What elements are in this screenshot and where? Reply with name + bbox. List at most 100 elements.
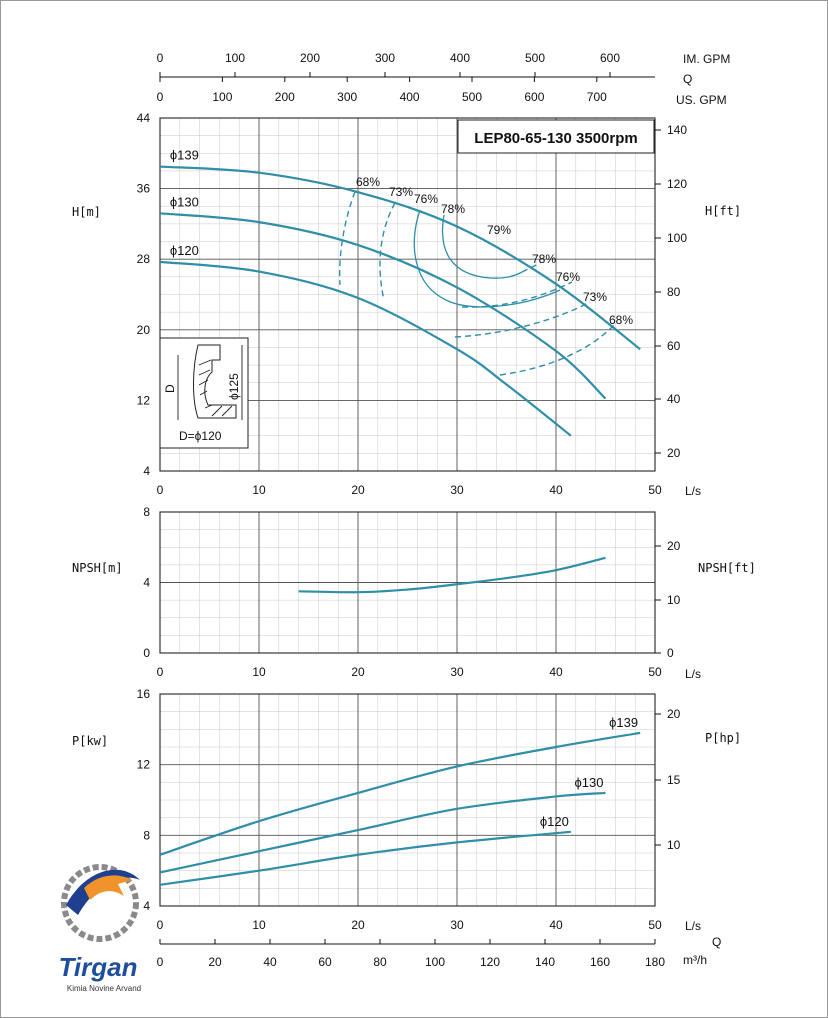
y-right-tick-label: 10 xyxy=(667,593,681,607)
head-ylabel-right: H[ft] xyxy=(705,204,741,218)
eff-label-68-right: 68% xyxy=(609,313,633,327)
x-tick-label: 20 xyxy=(351,665,365,679)
y-tick-label: 4 xyxy=(143,576,150,590)
y-tick-label: 36 xyxy=(137,182,151,196)
power-ylabel: P[kw] xyxy=(72,734,108,748)
npsh-y-ticks: 0 4 8 xyxy=(143,505,150,660)
x-tick-label: 0 xyxy=(157,483,164,497)
x-tick-label: 10 xyxy=(252,918,266,932)
power-y-ticks-right: 10 15 20 xyxy=(655,707,681,852)
y-right-tick-label: 20 xyxy=(667,707,681,721)
y-right-tick-label: 15 xyxy=(667,773,681,787)
x-tick-label: 30 xyxy=(450,665,464,679)
im-gpm-label: IM. GPM xyxy=(683,52,730,66)
m3h-label: m³/h xyxy=(683,953,707,967)
m3h-tick-label: 80 xyxy=(373,955,387,969)
tirgan-logo: Tirgan Kimia Novine Arvand xyxy=(59,864,141,993)
y-tick-label: 4 xyxy=(143,464,150,478)
top-axes: 0 100 200 300 400 500 600 0 100 200 300 400 500 600 7… xyxy=(157,51,731,107)
impeller-inset: D ϕ125 D=ϕ120 xyxy=(159,337,249,449)
eff-label-79: 79% xyxy=(487,223,511,237)
y-right-tick-label: 60 xyxy=(667,339,681,353)
x-tick-label: 40 xyxy=(549,918,563,932)
inset-label-d: D xyxy=(163,384,177,393)
im-gpm-tick-label: 400 xyxy=(450,51,470,65)
power-curves: ϕ139 ϕ130 ϕ120 xyxy=(159,715,641,886)
y-right-tick-label: 20 xyxy=(667,539,681,553)
head-panel: 4 12 20 28 36 44 20 40 60 80 100 120 140 0 10 20 30 40 5… xyxy=(72,111,741,498)
us-gpm-tick-label: 700 xyxy=(587,90,607,104)
x-tick-label: 50 xyxy=(648,665,662,679)
y-tick-label: 8 xyxy=(143,505,150,519)
us-gpm-tick-label: 200 xyxy=(275,90,295,104)
inset-caption: D=ϕ120 xyxy=(179,429,222,443)
x-tick-label: 50 xyxy=(648,918,662,932)
npsh-ylabel: NPSH[m] xyxy=(72,561,123,575)
x-tick-label: 20 xyxy=(351,483,365,497)
head-x-ticks: 0 10 20 30 40 50 xyxy=(157,483,662,497)
y-right-tick-label: 0 xyxy=(667,646,674,660)
us-gpm-tick-label: 0 xyxy=(157,90,164,104)
im-gpm-tick-label: 600 xyxy=(600,51,620,65)
y-tick-label: 12 xyxy=(137,393,151,407)
m3h-tick-label: 20 xyxy=(208,955,222,969)
logo-gear-ring xyxy=(61,864,139,942)
m3h-tick-label: 140 xyxy=(535,955,555,969)
im-gpm-ticks: 0 100 200 300 400 500 600 xyxy=(157,51,620,77)
m3h-tick-label: 0 xyxy=(157,955,164,969)
series-line-head-ϕ120 xyxy=(159,260,572,437)
x-tick-label: 0 xyxy=(157,918,164,932)
power-plot-border xyxy=(159,693,656,907)
eff-label-73-right: 73% xyxy=(583,290,607,304)
power-panel: 4 8 12 16 10 15 20 0 10 20 30 40 50 P[kw] P[hp] L/… xyxy=(72,687,741,933)
im-gpm-tick-label: 300 xyxy=(375,51,395,65)
bottom-q-label: Q xyxy=(712,935,721,949)
y-tick-label: 8 xyxy=(143,828,150,842)
us-gpm-tick-label: 500 xyxy=(462,90,482,104)
m3h-tick-label: 120 xyxy=(480,955,500,969)
head-curves: ϕ139 ϕ130 ϕ120 xyxy=(159,148,641,437)
y-tick-label: 20 xyxy=(137,323,151,337)
x-tick-label: 50 xyxy=(648,483,662,497)
m3h-tick-label: 100 xyxy=(425,955,445,969)
y-tick-label: 0 xyxy=(143,646,150,660)
series-label: ϕ139 xyxy=(170,148,199,163)
y-right-tick-label: 140 xyxy=(667,123,687,137)
npsh-x-ticks: 0 10 20 30 40 50 xyxy=(157,665,662,679)
eff-78-contour-dash xyxy=(521,261,542,273)
eff-label-68-left: 68% xyxy=(356,175,380,189)
us-gpm-ticks: 0 100 200 300 400 500 600 700 xyxy=(157,77,607,104)
head-plot-border xyxy=(159,117,656,472)
eff-label-78-right: 78% xyxy=(532,252,556,266)
eff-label-76-left: 76% xyxy=(414,192,438,206)
series-label: ϕ130 xyxy=(575,775,604,790)
npsh-grid xyxy=(159,511,656,654)
power-xlabel: L/s xyxy=(685,919,701,933)
npsh-curves xyxy=(298,556,606,594)
logo-tagline: Kimia Novine Arvand xyxy=(67,984,141,993)
eff-label-78-left: 78% xyxy=(441,202,465,216)
chart-title-box xyxy=(457,119,655,154)
y-tick-label: 44 xyxy=(137,111,151,125)
im-gpm-tick-label: 100 xyxy=(225,51,245,65)
head-ylabel: H[m] xyxy=(72,205,101,219)
logo-brand-name: Tirgan xyxy=(59,952,138,982)
y-right-tick-label: 10 xyxy=(667,838,681,852)
eff-78-contour xyxy=(441,214,523,279)
series-label: ϕ120 xyxy=(540,814,569,829)
series-line-power-ϕ139 xyxy=(159,731,641,856)
y-right-tick-label: 80 xyxy=(667,285,681,299)
x-tick-label: 10 xyxy=(252,665,266,679)
series-label: ϕ120 xyxy=(170,243,199,258)
x-tick-label: 0 xyxy=(157,665,164,679)
y-right-tick-label: 40 xyxy=(667,392,681,406)
x-tick-label: 40 xyxy=(549,665,563,679)
series-line-head-ϕ139 xyxy=(159,165,641,351)
inset-label-dia: ϕ125 xyxy=(227,373,241,400)
m3h-tick-label: 60 xyxy=(318,955,332,969)
impeller-hatching xyxy=(198,359,233,417)
y-tick-label: 4 xyxy=(143,899,150,913)
x-tick-label: 30 xyxy=(450,483,464,497)
npsh-panel: 0 4 8 0 10 20 0 10 20 30 40 50 NPSH[m] NPSH[ft] L… xyxy=(72,505,756,681)
m3h-tick-label: 160 xyxy=(590,955,610,969)
